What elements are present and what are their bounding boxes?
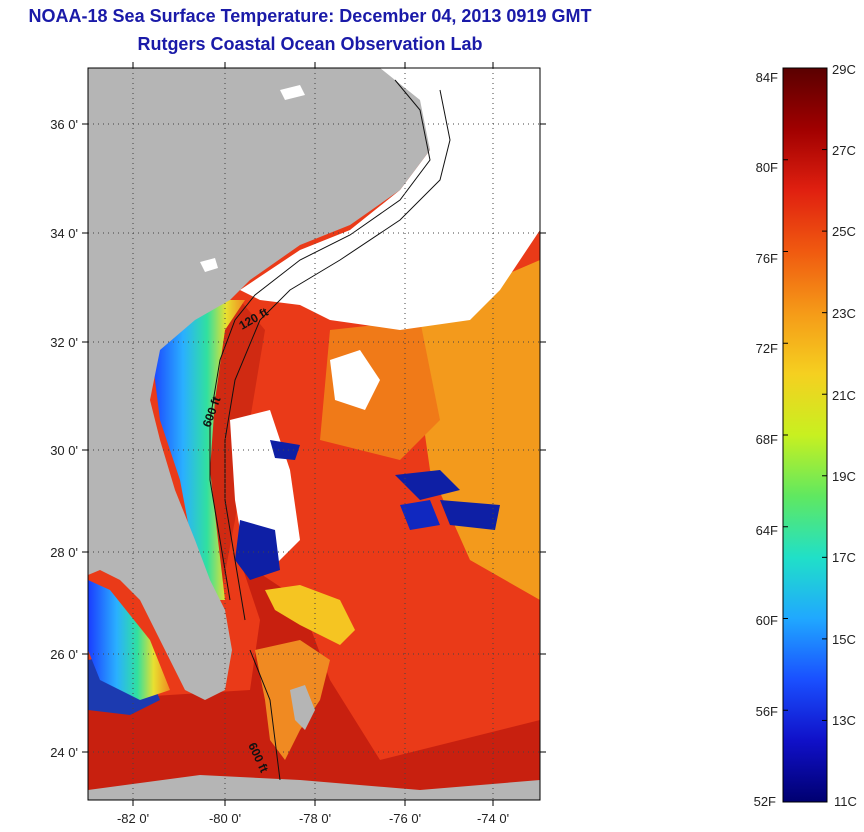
contour-120ft bbox=[209, 79, 431, 601]
cold-patch-5 bbox=[235, 520, 280, 580]
cb-c-23: 23C bbox=[832, 306, 856, 321]
lat-label-24: 24 0' bbox=[50, 745, 78, 760]
land-mass-cuba bbox=[88, 775, 540, 800]
lat-label-32: 32 0' bbox=[50, 335, 78, 350]
cb-c-15: 15C bbox=[832, 632, 856, 647]
lat-label-34: 34 0' bbox=[50, 226, 78, 241]
cb-c-13: 13C bbox=[832, 713, 856, 728]
cb-c-21: 21C bbox=[832, 388, 856, 403]
cb-c-17: 17C bbox=[832, 550, 856, 565]
contour-600ft-south bbox=[249, 649, 281, 781]
lat-label-26: 26 0' bbox=[50, 647, 78, 662]
gulf-shelf-gradient bbox=[88, 580, 170, 700]
cold-patch-3 bbox=[440, 500, 500, 530]
axis-tick-marks bbox=[82, 62, 546, 806]
map-subtitle: Rutgers Coastal Ocean Observation Lab bbox=[137, 34, 483, 54]
lat-label-36: 36 0' bbox=[50, 117, 78, 132]
cb-c-29: 29C bbox=[832, 62, 856, 77]
cb-f-76: 76F bbox=[756, 251, 778, 266]
bahama-bank-north bbox=[265, 585, 355, 645]
cold-patch-2 bbox=[400, 500, 440, 530]
lon-label-78: -78 0' bbox=[299, 811, 331, 826]
andros-island bbox=[290, 685, 315, 730]
cb-f-60: 60F bbox=[756, 613, 778, 628]
cloud-mask-north bbox=[240, 68, 540, 330]
land-mass-us bbox=[88, 68, 430, 700]
cb-f-72: 72F bbox=[756, 341, 778, 356]
lon-label-82: -82 0' bbox=[117, 811, 149, 826]
lat-label-28: 28 0' bbox=[50, 545, 78, 560]
cb-f-64: 64F bbox=[756, 523, 778, 538]
map-title: NOAA-18 Sea Surface Temperature: Decembe… bbox=[28, 6, 592, 26]
lat-label-30: 30 0' bbox=[50, 443, 78, 458]
cb-f-84: 84F bbox=[756, 70, 778, 85]
ocean-mid-temp-area bbox=[400, 260, 540, 600]
map-panel: 120 ft 600 ft 600 ft bbox=[88, 68, 540, 800]
cloud-patch bbox=[330, 350, 380, 410]
coastal-shelf-gradient bbox=[150, 300, 245, 600]
cb-f-52: 52F bbox=[754, 794, 776, 809]
cb-f-68: 68F bbox=[756, 432, 778, 447]
lon-label-74: -74 0' bbox=[477, 811, 509, 826]
lon-label-76: -76 0' bbox=[389, 811, 421, 826]
cb-f-56: 56F bbox=[756, 704, 778, 719]
lon-label-80: -80 0' bbox=[209, 811, 241, 826]
cold-patch bbox=[395, 470, 460, 500]
map-frame bbox=[87, 67, 541, 801]
colorbar-ticks bbox=[783, 67, 827, 803]
sound-water bbox=[280, 85, 305, 100]
cb-c-11: 11C bbox=[834, 794, 857, 809]
graticule bbox=[88, 68, 540, 800]
cb-c-25: 25C bbox=[832, 224, 856, 239]
contour-600ft bbox=[224, 89, 451, 621]
inland-lake bbox=[200, 258, 218, 272]
cb-c-19: 19C bbox=[832, 469, 856, 484]
cold-patch-4 bbox=[270, 440, 300, 460]
colorbar bbox=[782, 67, 828, 803]
cb-f-80: 80F bbox=[756, 160, 778, 175]
cb-c-27: 27C bbox=[832, 143, 856, 158]
